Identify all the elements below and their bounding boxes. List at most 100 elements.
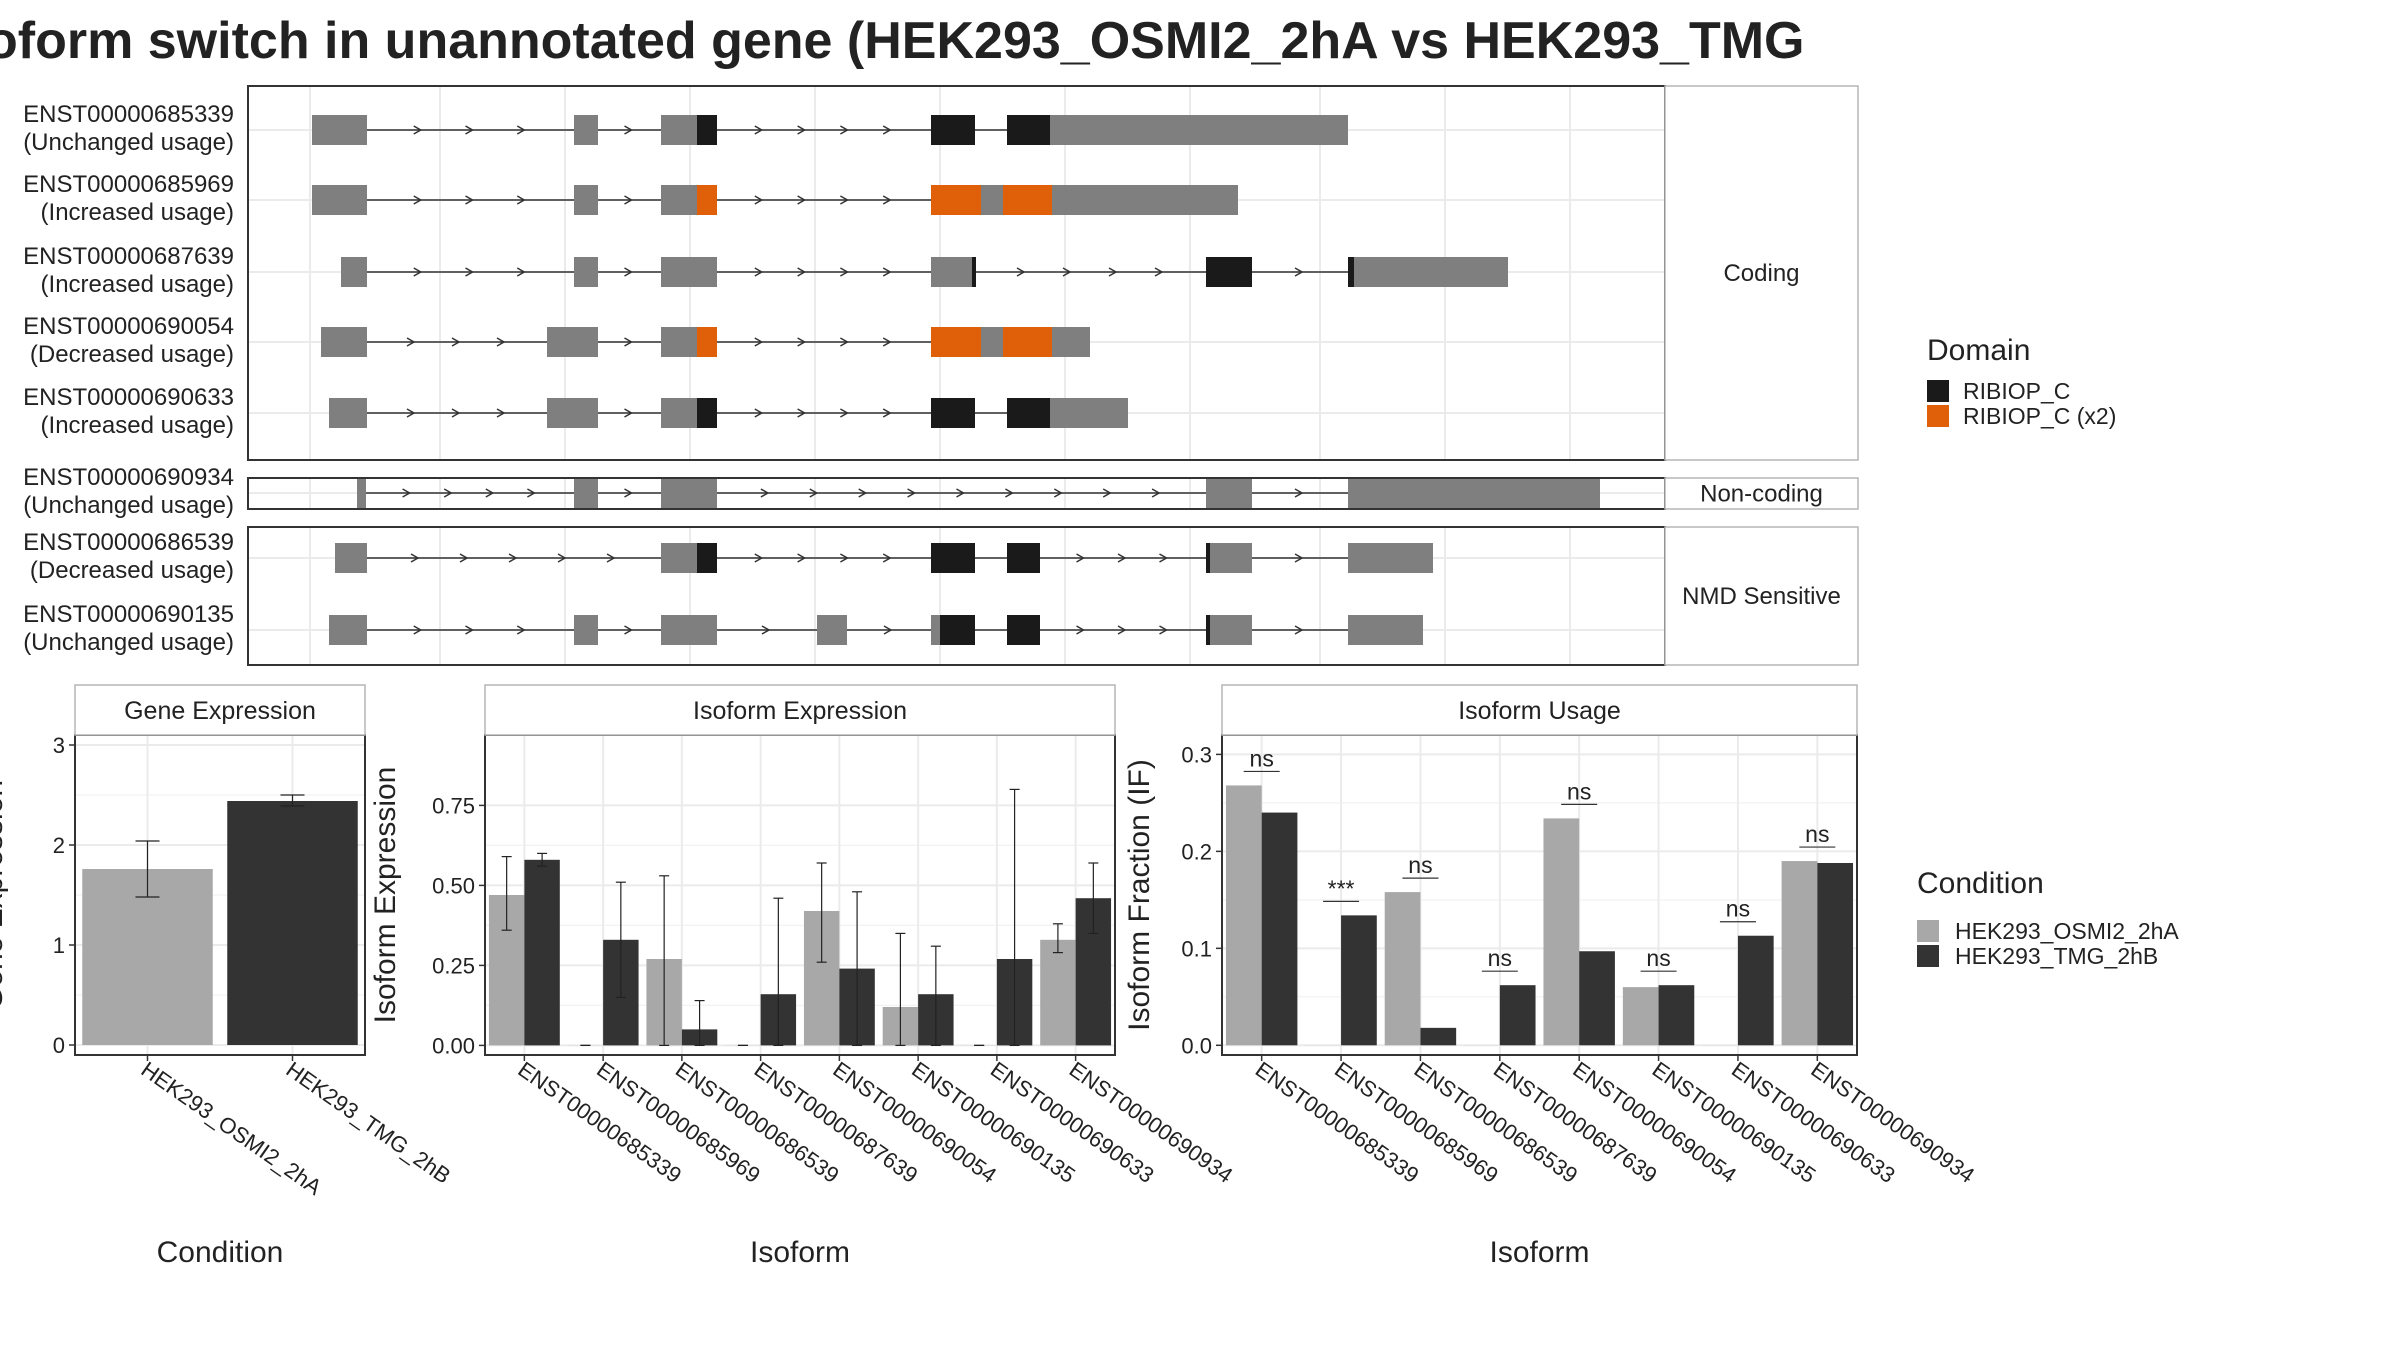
isoform-id-label: ENST00000690135 <box>23 601 234 628</box>
intron-direction-arrow <box>624 337 634 347</box>
exon-block <box>931 615 940 645</box>
intron-direction-arrow <box>754 195 764 205</box>
exon-block <box>574 185 598 215</box>
intron-direction-arrow <box>760 488 770 498</box>
domain-block <box>1206 543 1210 573</box>
intron-direction-arrow <box>882 125 892 135</box>
bar <box>1040 939 1076 1046</box>
exon-block <box>661 543 697 573</box>
domain-block <box>697 398 717 428</box>
significance-label: ns <box>1567 778 1591 804</box>
intron-direction-arrow <box>840 267 849 277</box>
intron-direction-arrow <box>624 125 634 135</box>
panel-title: Isoform Expression <box>693 697 907 725</box>
exon-block <box>1050 115 1056 145</box>
bar <box>1658 985 1695 1046</box>
significance-label: ns <box>1646 945 1670 971</box>
intron-direction-arrow <box>882 195 892 205</box>
facet-frame-2: NMD Sensitive <box>247 526 1859 666</box>
exon-block <box>1050 398 1054 428</box>
exon-block <box>661 478 717 508</box>
exon-block <box>817 615 847 645</box>
intron-direction-arrow <box>413 267 423 277</box>
exon-block <box>981 327 1003 357</box>
intron-direction-arrow <box>840 125 849 135</box>
y-tick-label: 0.2 <box>1181 839 1212 864</box>
intron-direction-arrow <box>840 337 849 347</box>
exon-block <box>661 115 697 145</box>
exon-block <box>574 257 598 287</box>
intron-direction-arrow <box>1294 488 1304 498</box>
intron-direction-arrow <box>754 267 764 277</box>
intron-direction-arrow <box>1294 267 1304 277</box>
facet-label: Non-coding <box>1700 481 1823 508</box>
transcript-row: ENST00000687639(Increased usage) <box>23 243 1508 298</box>
domain-block-x2 <box>931 327 981 357</box>
bar <box>524 859 560 1046</box>
intron-direction-arrow <box>406 408 416 418</box>
isoform-usage-label: (Unchanged usage) <box>23 492 234 519</box>
domain-block <box>931 398 975 428</box>
intron-direction-arrow <box>754 125 764 135</box>
figure-title: oform switch in unannotated gene (HEK293… <box>0 12 1804 70</box>
transcript-row: ENST00000690135(Unchanged usage) <box>23 601 1423 656</box>
exon-block <box>574 615 598 645</box>
x-axis-title: Condition <box>157 1236 284 1269</box>
intron-direction-arrow <box>1076 625 1086 635</box>
intron-direction-arrow <box>1294 553 1304 563</box>
significance-label: ns <box>1726 896 1750 922</box>
exon-block <box>690 257 717 287</box>
domain-block <box>1206 257 1252 287</box>
bar <box>1622 987 1659 1046</box>
y-tick-label: 0.00 <box>432 1033 475 1058</box>
bar <box>1781 861 1818 1046</box>
intron-direction-arrow <box>1005 488 1014 498</box>
intron-direction-arrow <box>451 337 461 347</box>
domain-block-x2 <box>1003 185 1052 215</box>
domain-block <box>1348 257 1354 287</box>
isoform-usage-label: (Decreased usage) <box>30 341 234 368</box>
domain-block <box>1007 115 1050 145</box>
transcript-structure-plot: ENST00000685339(Unchanged usage)ENST0000… <box>23 85 1859 666</box>
intron-direction-arrow <box>1294 625 1304 635</box>
significance-label: *** <box>1328 875 1355 901</box>
intron-direction-arrow <box>496 337 506 347</box>
bar <box>227 801 358 1045</box>
exon-block <box>1052 327 1090 357</box>
panel-title: Isoform Usage <box>1458 697 1621 725</box>
intron-direction-arrow <box>485 488 495 498</box>
exon-block <box>1210 543 1252 573</box>
exon-block <box>1210 615 1252 645</box>
intron-direction-arrow <box>882 408 892 418</box>
intron-direction-arrow <box>465 267 475 277</box>
isoform-usage-label: (Increased usage) <box>41 199 234 226</box>
isoform-id-label: ENST00000690054 <box>23 313 234 340</box>
intron-direction-arrow <box>413 195 423 205</box>
significance-label: ns <box>1250 745 1274 771</box>
domain-block <box>1007 398 1050 428</box>
intron-direction-arrow <box>754 408 764 418</box>
y-tick-label: 0.0 <box>1181 1033 1212 1058</box>
intron-direction-arrow <box>516 625 526 635</box>
exon-block <box>689 615 717 645</box>
transcript-row: ENST00000686539(Decreased usage) <box>23 529 1433 584</box>
intron-direction-arrow <box>413 125 423 135</box>
bar <box>1261 812 1298 1046</box>
intron-direction-arrow <box>402 488 412 498</box>
exon-block <box>1354 257 1374 287</box>
exon-block <box>661 257 690 287</box>
intron-direction-arrow <box>624 408 634 418</box>
intron-direction-arrow <box>451 408 461 418</box>
intron-direction-arrow <box>907 488 917 498</box>
isoform-usage-label: (Unchanged usage) <box>23 129 234 156</box>
intron-direction-arrow <box>761 625 771 635</box>
intron-direction-arrow <box>465 195 475 205</box>
bar <box>1225 785 1262 1046</box>
y-tick-label: 1 <box>53 933 65 958</box>
significance-label: ns <box>1488 945 1512 971</box>
facet-label: NMD Sensitive <box>1682 583 1841 610</box>
intron-direction-arrow <box>882 553 892 563</box>
isoform-id-label: ENST00000690934 <box>23 464 234 491</box>
